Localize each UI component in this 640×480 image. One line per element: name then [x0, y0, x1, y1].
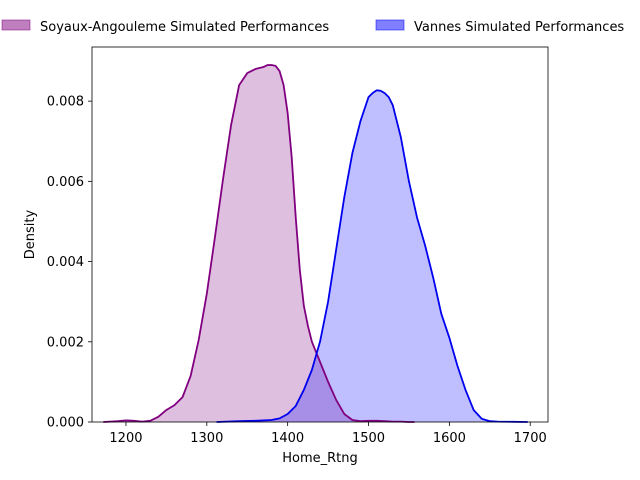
legend-label-0: Soyaux-Angouleme Simulated Performances — [40, 20, 329, 35]
series-0-fill — [103, 65, 415, 423]
legend-swatch-1 — [375, 19, 405, 31]
x-tick-label: 1200 — [109, 431, 142, 446]
x-axis-label: Home_Rtng — [282, 451, 358, 466]
y-axis-label: Density — [23, 209, 38, 259]
y-axis-ticks: 0.000 0.002 0.004 0.006 0.008 — [47, 95, 92, 431]
density-fills — [103, 65, 528, 423]
y-tick-label: 0.002 — [47, 335, 84, 350]
series-1-fill — [216, 90, 528, 422]
x-tick-label: 1600 — [433, 431, 466, 446]
series-0-line — [103, 64, 415, 423]
x-tick-label: 1300 — [190, 431, 223, 446]
series-1-line — [216, 89, 528, 423]
density-lines — [103, 64, 528, 423]
x-tick-label: 1400 — [271, 431, 304, 446]
y-tick-label: 0.004 — [47, 255, 84, 270]
x-tick-label: 1500 — [352, 431, 385, 446]
legend: Soyaux-Angouleme Simulated Performances V… — [1, 19, 624, 35]
y-tick-label: 0.006 — [47, 175, 84, 190]
plot-frame — [91, 46, 549, 423]
y-tick-label: 0.008 — [47, 95, 84, 110]
x-axis-ticks: 1200 1300 1400 1500 1600 1700 — [109, 422, 547, 446]
x-tick-label: 1700 — [514, 431, 547, 446]
y-tick-label: 0.000 — [47, 416, 84, 431]
legend-label-1: Vannes Simulated Performances — [414, 20, 624, 35]
legend-swatch-0 — [1, 19, 31, 31]
